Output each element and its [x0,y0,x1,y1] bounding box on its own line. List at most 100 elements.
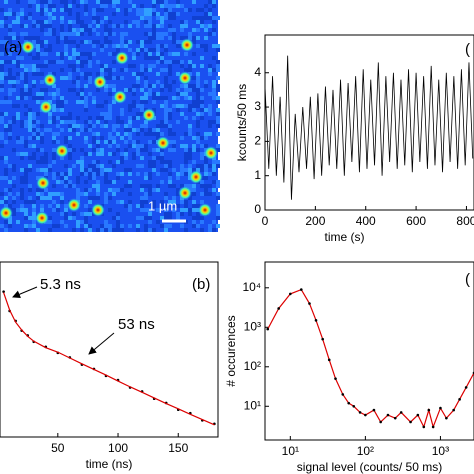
pixel [68,124,72,128]
pixel [216,224,220,228]
pixel [0,48,4,52]
pixel [20,204,24,208]
pixel [196,204,200,208]
pixel [32,136,36,140]
pixel [120,188,124,192]
pixel [140,112,144,116]
pixel [16,80,20,84]
pixel [32,212,36,216]
pixel [192,148,196,152]
pixel [128,116,132,120]
pixel [152,108,156,112]
pixel [100,8,104,12]
pixel [160,88,164,92]
pixel [192,0,196,4]
pixel [160,4,164,8]
pixel [180,24,184,28]
pixel [108,196,112,200]
pixel [192,64,196,68]
pixel [84,12,88,16]
pixel [64,136,68,140]
pixel [160,224,164,228]
pixel [164,216,168,220]
pixel [60,8,64,12]
pixel [216,132,220,136]
pixel [148,208,152,212]
pixel [148,92,152,96]
spot [142,108,156,122]
y-tick-label: 0 [254,202,261,216]
pixel [180,212,184,216]
pixel [20,180,24,184]
pixel [60,76,64,80]
pixel [28,112,32,116]
pixel [212,0,216,4]
pixel [156,56,160,60]
pixel [164,48,168,52]
pixel [100,164,104,168]
pixel [172,28,176,32]
pixel [200,156,204,160]
pixel [24,228,28,232]
pixel [44,8,48,12]
pixel [200,116,204,120]
pixel [44,0,48,4]
pixel [116,0,120,4]
pixel [180,200,184,204]
plot-area [266,288,474,429]
data-point [334,377,337,380]
pixel [20,56,24,60]
pixel [188,108,192,112]
pixel [12,60,16,64]
pixel [80,60,84,64]
pixel [96,196,100,200]
spot [189,170,203,184]
pixel [68,72,72,76]
pixel [88,52,92,56]
pixel [188,64,192,68]
pixel [24,104,28,108]
pixel [212,56,216,60]
pixel [136,128,140,132]
pixel [64,44,68,48]
pixel [12,196,16,200]
pixel [184,104,188,108]
pixel [28,92,32,96]
pixel [60,60,64,64]
pixel [180,60,184,64]
pixel [12,116,16,120]
pixel [64,8,68,12]
pixel [172,60,176,64]
pixel [188,148,192,152]
pixel [60,200,64,204]
pixel [208,64,212,68]
pixel [72,88,76,92]
pixel [164,32,168,36]
pixel [76,188,80,192]
pixel [108,140,112,144]
pixel [68,76,72,80]
pixel [36,228,40,232]
pixel [216,48,220,52]
pixel [180,20,184,24]
pixel [96,168,100,172]
pixel [108,20,112,24]
pixel [64,216,68,220]
pixel [216,84,220,88]
pixel [84,100,88,104]
pixel [12,84,16,88]
pixel [216,96,220,100]
pixel [152,8,156,12]
pixel [128,168,132,172]
pixel [212,68,216,72]
pixel [96,20,100,24]
pixel [168,108,172,112]
pixel [0,84,4,88]
pixel [56,204,60,208]
pixel [128,40,132,44]
pixel [160,20,164,24]
pixel [180,144,184,148]
pixel [204,48,208,52]
pixel [192,224,196,228]
pixel [56,36,60,40]
